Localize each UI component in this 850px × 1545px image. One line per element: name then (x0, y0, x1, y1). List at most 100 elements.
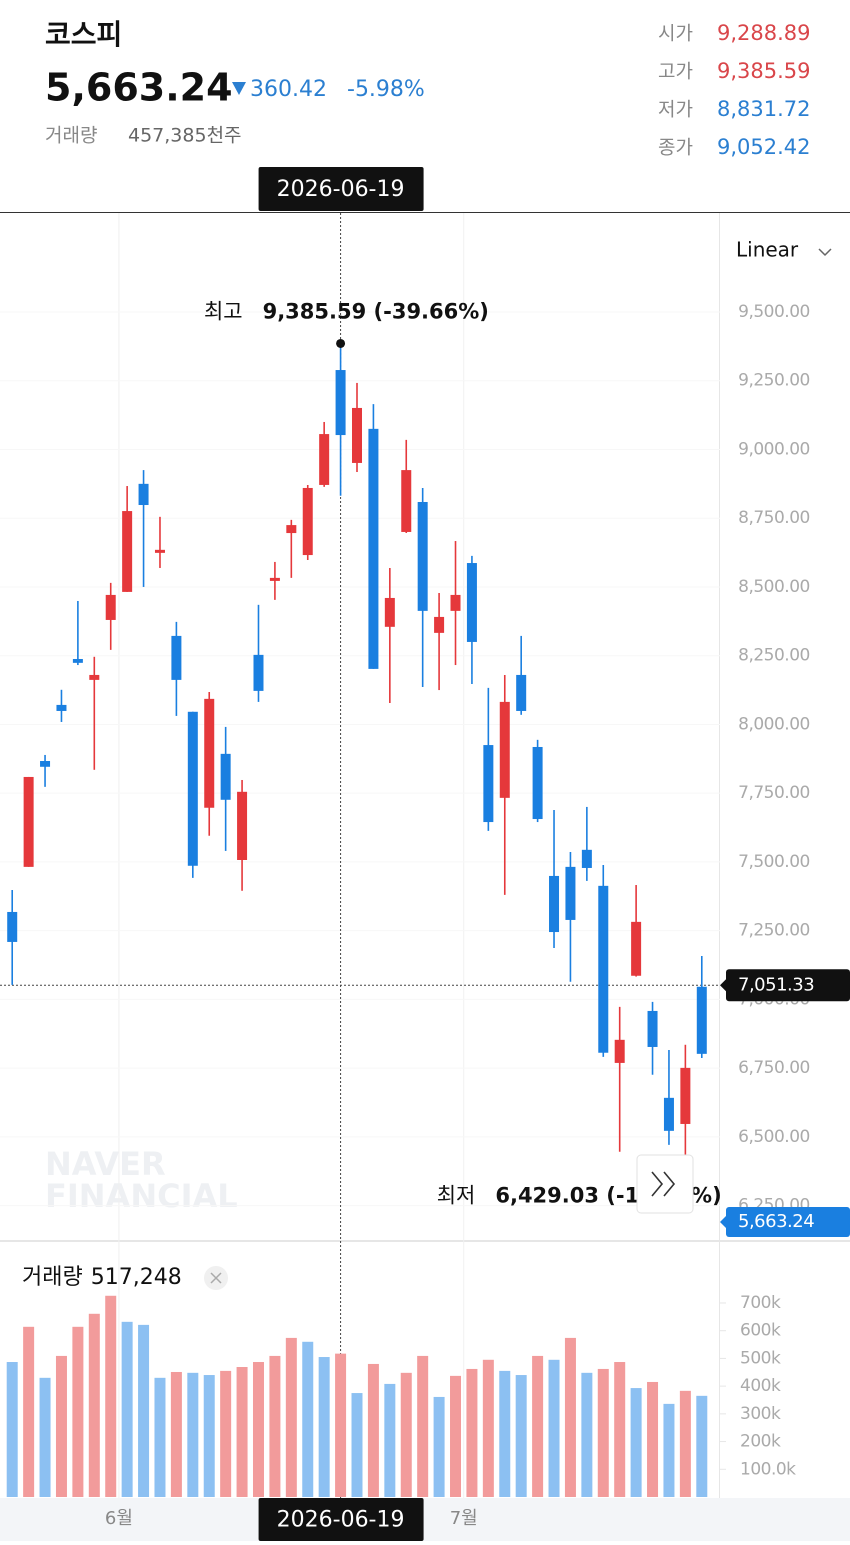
candle-body (516, 674, 527, 711)
ohlc-label: 종가 (658, 137, 693, 159)
crosshair-date-box (258, 167, 424, 211)
volume-bar (236, 1367, 248, 1497)
candle-body (631, 921, 642, 976)
candle-body (286, 525, 297, 534)
candle-body (253, 654, 264, 691)
y-tick-label: 300k (740, 1404, 781, 1424)
y-tick-label: 8,500.00 (738, 577, 810, 597)
candle-body (483, 745, 494, 823)
candle-body (598, 885, 609, 1053)
dropdown-icon[interactable] (818, 248, 832, 257)
crosshair-date-box (258, 1498, 424, 1541)
ohlc-value: 9,385.59 (717, 59, 811, 83)
volume-bar (154, 1377, 166, 1497)
volume-bar (88, 1313, 100, 1497)
legend-name: 거래량 (22, 1265, 83, 1290)
volume-bar (400, 1372, 412, 1497)
volume-bar (170, 1371, 182, 1497)
volume-bar (6, 1362, 18, 1497)
candle-body (23, 776, 34, 867)
candle-body (56, 704, 67, 711)
index-price: 5,663.24 (45, 66, 233, 110)
watermark-text: FINANCIAL (45, 1177, 238, 1215)
max-label-name: 최고 (204, 299, 243, 323)
crosshair-date-label: 2026-06-19 (277, 177, 405, 202)
candle-body (384, 597, 395, 627)
candle-body (302, 487, 313, 556)
volume-bar (367, 1363, 379, 1497)
candle-body (122, 511, 133, 592)
y-tick-label: 600k (740, 1321, 781, 1341)
y-tick-label: 200k (740, 1432, 781, 1452)
candle-body (549, 875, 560, 933)
volume-bar (548, 1359, 560, 1497)
candle-body (89, 674, 100, 680)
candle-body (154, 549, 165, 553)
candle-body (7, 911, 18, 942)
candle-body (187, 711, 198, 866)
y-tick-label: 9,000.00 (738, 439, 810, 459)
y-tick-label: 7,500.00 (738, 852, 810, 872)
candle-body (565, 866, 576, 920)
crosshair-price-box (726, 969, 850, 1002)
candle-body (450, 594, 461, 611)
candle-body (335, 370, 346, 436)
candle-body (466, 563, 477, 642)
volume-bar (663, 1403, 675, 1497)
legend-close-icon[interactable] (210, 1272, 222, 1284)
volume-bar (515, 1375, 527, 1497)
scroll-icon[interactable] (651, 1171, 676, 1197)
volume-bar (351, 1393, 363, 1497)
candle-body (532, 746, 543, 820)
last-price-pointer (720, 1215, 727, 1229)
volume-bar (138, 1324, 150, 1497)
candle-body (499, 701, 510, 798)
y-tick-label: 100.0k (740, 1459, 796, 1479)
y-tick-label: 8,250.00 (738, 646, 810, 666)
candle-body (368, 428, 379, 669)
y-tick-label: 8,750.00 (738, 508, 810, 528)
watermark-text: NAVER (45, 1145, 166, 1183)
crosshair-price-label: 7,051.33 (738, 974, 814, 995)
volume-bar (252, 1362, 264, 1497)
volume-bar (285, 1337, 297, 1497)
candle-body (352, 407, 362, 463)
y-tick-label: 7,750.00 (738, 783, 810, 803)
change: 360.42 (250, 77, 327, 102)
y-tick-label: 6,750.00 (738, 1058, 810, 1078)
volume-bar (39, 1377, 51, 1497)
ohlc-label: 저가 (658, 99, 693, 121)
volume-bar (630, 1388, 642, 1497)
volume-bar (121, 1321, 133, 1497)
scale-toggle[interactable]: Linear (736, 238, 799, 262)
volume-bar (581, 1372, 593, 1497)
scroll-button[interactable] (636, 1154, 694, 1214)
volume-bar (335, 1353, 347, 1497)
volume-bar (318, 1357, 330, 1497)
volume-bar (597, 1368, 609, 1497)
ohlc-label: 고가 (658, 61, 693, 83)
y-tick-label: 8,000.00 (738, 714, 810, 734)
volume-bar (482, 1359, 494, 1497)
y-tick-label: 400k (740, 1376, 781, 1396)
candle-body (663, 1097, 674, 1131)
volume-bar (696, 1395, 708, 1497)
candle-body (171, 635, 182, 680)
ohlc-value: 8,831.72 (717, 97, 811, 121)
y-tick-label: 500k (740, 1348, 781, 1368)
legend-value: 517,248 (91, 1265, 182, 1290)
volume-bar (220, 1370, 232, 1497)
down-arrow (232, 82, 246, 95)
candle-body (220, 753, 231, 800)
candle-body (401, 470, 412, 532)
volume-bar (203, 1375, 215, 1497)
max-dot (336, 338, 346, 348)
volume-bar (105, 1295, 117, 1497)
y-axis-band (720, 213, 850, 1498)
crosshair-date-label: 2026-06-19 (277, 1508, 405, 1533)
volume-bar (269, 1355, 281, 1497)
volume-bar (679, 1390, 691, 1497)
candle-body (614, 1039, 625, 1063)
